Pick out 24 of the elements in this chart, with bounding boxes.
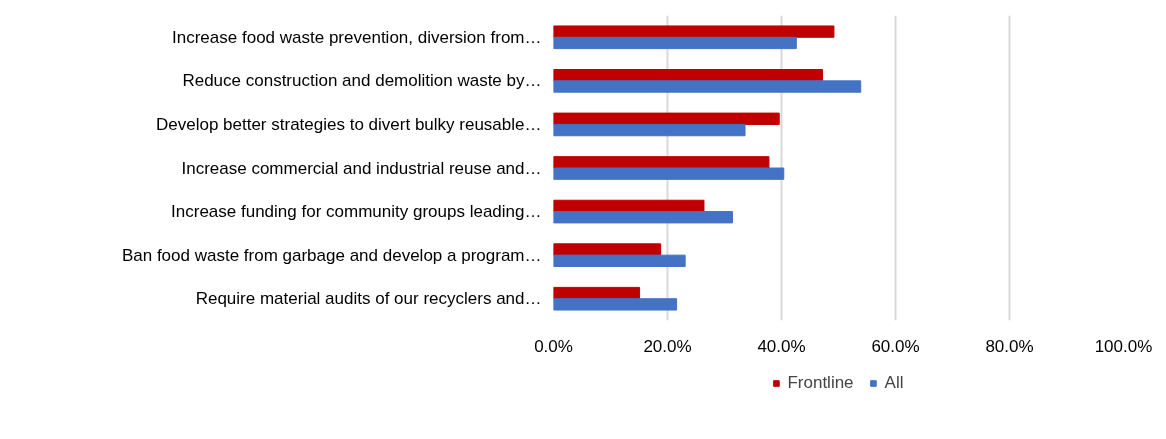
- y-tick-label: Ban food waste from garbage and develop a program…: [121, 245, 542, 265]
- bar: [553, 80, 862, 93]
- x-tick-label: 20.0%: [643, 336, 692, 356]
- bar: [553, 167, 785, 180]
- bar: [553, 298, 678, 311]
- x-tick-label: 60.0%: [871, 336, 920, 356]
- bar: [553, 254, 686, 267]
- bar: [553, 25, 835, 38]
- bar: [553, 36, 797, 50]
- y-tick-label: Increase funding for community groups leading…: [171, 202, 542, 222]
- y-tick-label: Develop better strategies to divert bulky reusable…: [155, 114, 542, 134]
- bar: [553, 112, 780, 125]
- y-tick-label: Increase food waste prevention, diversion from…: [172, 27, 542, 47]
- y-tick-label: Increase commercial and industrial reuse and…: [181, 158, 542, 178]
- bar: [553, 123, 746, 137]
- x-tick-label: 80.0%: [985, 336, 1034, 356]
- legend-label: Frontline: [787, 373, 854, 393]
- y-tick-label: Require material audits of our recyclers and…: [195, 289, 542, 309]
- bar: [553, 211, 733, 224]
- x-tick-label: 40.0%: [757, 336, 806, 356]
- legend-label: All: [884, 373, 905, 393]
- x-tick-label: 100.0%: [1094, 336, 1153, 356]
- y-tick-label: Reduce construction and demolition waste by…: [182, 71, 542, 91]
- x-tick-label: 0.0%: [534, 336, 573, 356]
